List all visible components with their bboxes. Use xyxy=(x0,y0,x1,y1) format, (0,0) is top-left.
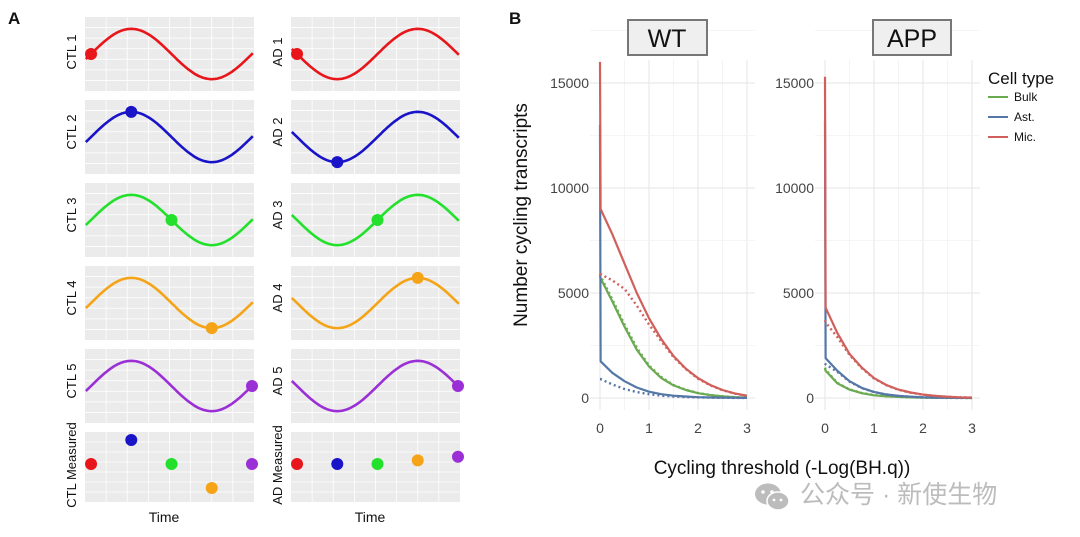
ctl-3-sample-point xyxy=(165,214,178,226)
legend-title: Cell type xyxy=(988,69,1054,88)
wt-y-tick-label: 5000 xyxy=(558,285,589,301)
ad-4-sample-point xyxy=(411,271,424,284)
ctl-4-curve xyxy=(84,276,254,330)
ad-1-sample-point xyxy=(291,48,304,60)
wt-ast-solid-line xyxy=(598,124,748,399)
ad-measured-point xyxy=(291,458,304,470)
ad-row-label-3: AD 3 xyxy=(270,201,285,230)
wt-y-tick-label: 15000 xyxy=(550,75,589,91)
facet-label-wt: WT xyxy=(648,25,687,53)
ctl-4-sample-point xyxy=(205,322,218,335)
facet-label-app: APP xyxy=(887,25,937,53)
ctl-time-label: Time xyxy=(149,509,180,525)
wt-ast-dotted-line xyxy=(599,377,747,400)
ad-1-curve xyxy=(290,27,460,81)
ctl-measured-point xyxy=(125,434,138,446)
legend-label-mic: Mic. xyxy=(1014,130,1036,144)
ad-row-label-4: AD 4 xyxy=(270,284,285,313)
ad-measured-point xyxy=(411,454,424,467)
wt-x-tick-label: 3 xyxy=(743,420,751,436)
x-axis-title: Cycling threshold (-Log(BH.q)) xyxy=(654,458,911,479)
ad-3-sample-point xyxy=(371,214,384,226)
ctl-1-sample-point xyxy=(85,48,98,60)
ad-row-label-1: AD 1 xyxy=(270,38,285,67)
ctl-measured-label: CTL Measured xyxy=(64,422,79,508)
ctl-row-label-5: CTL 5 xyxy=(64,364,79,399)
wt-x-tick-label: 2 xyxy=(694,420,702,436)
app-y-tick-label: 0 xyxy=(806,390,814,406)
wt-mic-dotted-line xyxy=(599,272,748,398)
app-y-tick-label: 5000 xyxy=(783,285,814,301)
ctl-row-label-3: CTL 3 xyxy=(64,198,79,233)
ctl-measured-point xyxy=(165,458,178,470)
ad-2-sample-point xyxy=(331,156,344,169)
wt-x-tick-label: 0 xyxy=(596,420,604,436)
panel-b: 0 1 2 3 0 5000 10000 15000 0 1 2 3 0 5000 10000 15000 xyxy=(550,30,980,436)
ad-row-label-5: AD 5 xyxy=(270,367,285,396)
app-x-tick-label: 3 xyxy=(968,420,976,436)
app-ast-dotted-line xyxy=(823,362,972,400)
y-axis-title: Number cycling transcripts xyxy=(511,103,532,327)
ctl-measured-point xyxy=(85,458,98,470)
legend-label-ast: Ast. xyxy=(1014,110,1035,124)
panel-a-letter: A xyxy=(8,9,20,28)
ctl-5-sample-point xyxy=(245,380,258,392)
app-x-tick-label: 1 xyxy=(870,420,878,436)
wt-x-tick-label: 1 xyxy=(645,420,653,436)
ctl-measured-point xyxy=(245,458,258,470)
app-y-tick-label: 10000 xyxy=(775,180,814,196)
ctl-measured-point xyxy=(205,482,218,494)
ad-measured-label: AD Measured xyxy=(270,425,285,504)
wechat-icon xyxy=(755,483,790,511)
ctl-2-curve xyxy=(84,110,254,164)
ctl-row-label-4: CTL 4 xyxy=(64,281,79,316)
facet-box-wt xyxy=(627,19,708,56)
ad-time-label: Time xyxy=(355,509,386,525)
ctl-5-curve xyxy=(84,359,254,413)
ctl-2-sample-point xyxy=(125,105,138,118)
ad-5-sample-point xyxy=(451,380,464,392)
app-x-tick-label: 2 xyxy=(919,420,927,436)
ctl-row-label-2: CTL 2 xyxy=(64,115,79,150)
ad-measured-point xyxy=(331,458,344,470)
ad-measured-point xyxy=(371,458,384,470)
watermark-text: 公众号 · 新使生物 xyxy=(800,481,997,509)
app-x-tick-label: 0 xyxy=(821,420,829,436)
facet-box-app xyxy=(872,19,952,56)
panel-a xyxy=(84,17,464,502)
ad-2-curve xyxy=(290,110,460,164)
app-y-tick-label: 15000 xyxy=(775,75,814,91)
ad-5-curve xyxy=(290,359,460,413)
app-mic-dotted-line xyxy=(823,319,973,399)
legend-label-bulk: Bulk xyxy=(1014,90,1038,104)
wt-y-tick-label: 10000 xyxy=(550,180,589,196)
panel-b-letter: B xyxy=(509,9,521,28)
ctl-1-curve xyxy=(84,27,254,81)
wt-bulk-solid-line xyxy=(598,275,748,399)
wt-y-tick-label: 0 xyxy=(581,390,589,406)
ctl-row-label-1: CTL 1 xyxy=(64,35,79,70)
ad-4-curve xyxy=(290,276,460,330)
ad-measured-point xyxy=(451,450,464,463)
ad-row-label-2: AD 2 xyxy=(270,118,285,147)
